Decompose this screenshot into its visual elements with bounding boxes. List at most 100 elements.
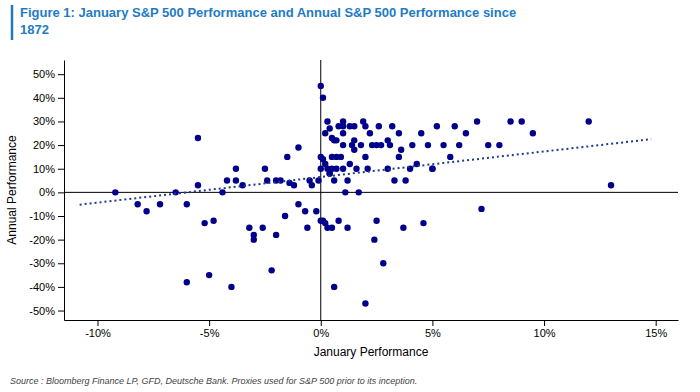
- tick: 20%: [33, 139, 64, 151]
- point: [353, 166, 359, 172]
- tick-label: -50%: [29, 305, 55, 317]
- point: [338, 154, 344, 160]
- background: [0, 0, 700, 392]
- point: [420, 220, 426, 226]
- point: [318, 83, 324, 89]
- point: [322, 130, 328, 136]
- point: [380, 260, 386, 266]
- point: [195, 182, 201, 188]
- point: [219, 189, 225, 195]
- point: [440, 142, 446, 148]
- point: [434, 123, 440, 129]
- point: [184, 201, 190, 207]
- point: [425, 142, 431, 148]
- axis-line: [65, 320, 679, 321]
- tick-mark: [321, 320, 322, 326]
- tick-mark: [58, 240, 64, 241]
- point: [157, 201, 163, 207]
- point: [210, 218, 216, 224]
- point: [347, 161, 353, 167]
- tick-mark: [656, 320, 657, 326]
- point: [284, 154, 290, 160]
- tick-mark: [97, 320, 98, 326]
- tick: -10%: [85, 320, 111, 339]
- points: [112, 83, 614, 307]
- tick-mark: [58, 287, 64, 288]
- point: [262, 166, 268, 172]
- plot-area: [64, 60, 678, 320]
- point: [302, 208, 308, 214]
- point: [409, 142, 415, 148]
- tick-label: -5%: [200, 327, 220, 339]
- point: [342, 189, 348, 195]
- tick-label: 10%: [534, 327, 556, 339]
- trend-line: [80, 139, 652, 204]
- tick-label: 20%: [33, 139, 55, 151]
- point: [282, 213, 288, 219]
- point: [112, 189, 118, 195]
- tick: -5%: [200, 320, 220, 339]
- tick-mark: [58, 192, 64, 193]
- x-axis: -10%-5%0%5%10%15%: [65, 320, 679, 339]
- point: [340, 123, 346, 129]
- point: [398, 147, 404, 153]
- tick: 15%: [645, 320, 667, 339]
- tick: -30%: [29, 257, 64, 269]
- chart: Figure 1: January S&P 500 Performance an…: [0, 0, 700, 392]
- tick-mark: [58, 145, 64, 146]
- tick: 0%: [39, 186, 64, 198]
- source-note: Source : Bloomberg Finance LP, GFD, Deut…: [10, 376, 417, 386]
- point: [585, 118, 591, 124]
- tick-label: 15%: [645, 327, 667, 339]
- tick-label: -20%: [29, 234, 55, 246]
- title-accent: [11, 5, 14, 40]
- point: [322, 220, 328, 226]
- tick-mark: [58, 169, 64, 170]
- point: [447, 154, 453, 160]
- tick-label: 40%: [33, 92, 55, 104]
- point: [519, 118, 525, 124]
- zero-line: [64, 192, 678, 193]
- tick-label: -10%: [29, 210, 55, 222]
- tick-label: -10%: [85, 327, 111, 339]
- tick: -50%: [29, 305, 64, 317]
- point: [356, 189, 362, 195]
- point: [391, 177, 397, 183]
- point: [224, 177, 230, 183]
- point: [367, 130, 373, 136]
- point: [344, 177, 350, 183]
- point: [295, 144, 301, 150]
- tick-label: 50%: [33, 68, 55, 80]
- point: [320, 156, 326, 162]
- point: [228, 284, 234, 290]
- point: [273, 232, 279, 238]
- point: [335, 218, 341, 224]
- point: [233, 177, 239, 183]
- tick-mark: [58, 311, 64, 312]
- tick-label: 10%: [33, 163, 55, 175]
- tick: -10%: [29, 210, 64, 222]
- point: [333, 137, 339, 143]
- point: [331, 284, 337, 290]
- tick: -40%: [29, 281, 64, 293]
- point: [315, 177, 321, 183]
- tick: 0%: [313, 320, 329, 339]
- point: [233, 166, 239, 172]
- point: [389, 123, 395, 129]
- point: [295, 201, 301, 207]
- point: [351, 147, 357, 153]
- point: [340, 166, 346, 172]
- point: [331, 177, 337, 183]
- point: [362, 300, 368, 306]
- point: [329, 225, 335, 231]
- tick-mark: [58, 121, 64, 122]
- point: [318, 166, 324, 172]
- point: [143, 208, 149, 214]
- point: [351, 137, 357, 143]
- title: Figure 1: January S&P 500 Performance an…: [20, 5, 516, 20]
- point: [291, 182, 297, 188]
- point: [358, 142, 364, 148]
- tick-label: 30%: [33, 115, 55, 127]
- tick-label: -30%: [29, 257, 55, 269]
- point: [362, 154, 368, 160]
